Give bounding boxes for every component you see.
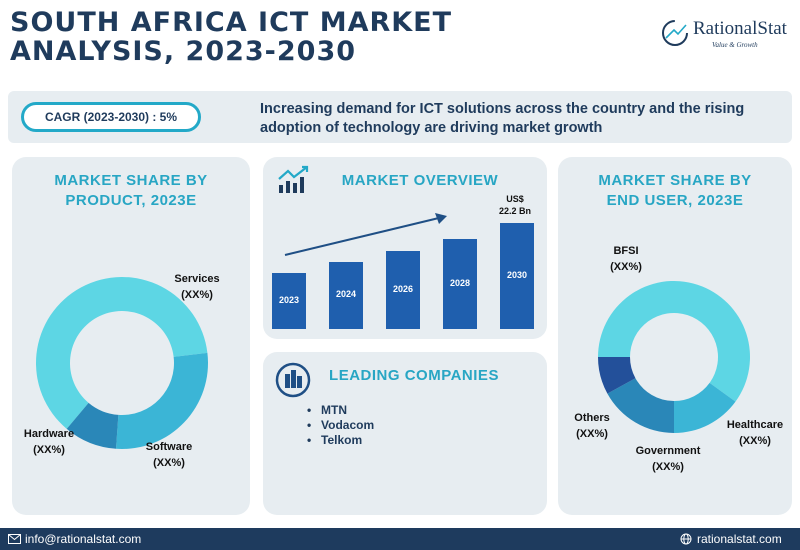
label-government: Government (XX%): [635, 445, 701, 473]
product-panel-title: MARKET SHARE BY PRODUCT, 2023E: [12, 171, 250, 211]
slice-government: [607, 378, 674, 433]
growth-chart-icon: [278, 165, 309, 193]
bar-2030: 2030: [500, 222, 534, 329]
footer-website[interactable]: rationalstat.com: [697, 532, 782, 546]
label-others: Others (XX%): [574, 412, 610, 440]
globe-icon: [680, 533, 692, 545]
summary-banner: CAGR (2023-2030) : 5% Increasing demand …: [8, 91, 792, 143]
slice-bfsi: [598, 280, 750, 402]
product-title-line-1: MARKET SHARE BY: [54, 172, 208, 189]
slice-healthcare: [674, 382, 736, 433]
label-services: Services (XX%): [174, 273, 220, 301]
bar-value-label: US$ 22.2 Bn: [498, 194, 531, 216]
page-title: SOUTH AFRICA ICT MARKET ANALYSIS, 2023-2…: [10, 8, 452, 66]
slice-others: [598, 357, 636, 394]
bar-year-label: 2024: [335, 289, 357, 300]
enduser-share-panel: MARKET SHARE BY END USER, 2023E BFSI (XX…: [558, 157, 792, 515]
cagr-badge: CAGR (2023-2030) : 5%: [21, 102, 201, 132]
label-bfsi: BFSI (XX%): [610, 245, 642, 273]
bar-2023: 2023: [272, 273, 306, 329]
product-donut-chart: [36, 277, 208, 449]
title-line-2: ANALYSIS, 2023-2030: [10, 36, 357, 67]
label-hardware: Hardware (XX%): [23, 428, 75, 456]
logo-tagline: Value & Growth: [712, 41, 758, 49]
label-software: Software (XX%): [145, 441, 193, 469]
bar-year-label: 2030: [506, 269, 528, 280]
footer: info@rationalstat.com rationalstat.com: [0, 528, 800, 550]
logo-name: RationalStat: [693, 18, 787, 39]
label-healthcare: Healthcare (XX%): [726, 419, 784, 447]
bar-2028: 2028: [443, 239, 477, 329]
product-share-panel: MARKET SHARE BY PRODUCT, 2023E Services …: [12, 157, 250, 515]
slice-hardware: [66, 402, 119, 449]
company-item: Vodacom: [307, 418, 374, 432]
title-line-1: SOUTH AFRICA ICT MARKET: [10, 7, 453, 38]
bar-2024: 2024: [329, 261, 363, 329]
enduser-panel-title: MARKET SHARE BY END USER, 2023E: [558, 171, 792, 211]
product-title-line-2: PRODUCT, 2023E: [65, 192, 197, 209]
rationalstat-logo: RationalStat Value & Growth: [660, 16, 795, 56]
overview-panel-title: MARKET OVERVIEW: [341, 172, 499, 189]
market-overview-panel: MARKET OVERVIEW US$ 22.2 Bn 2023 2024 2026…: [263, 157, 547, 339]
company-item: MTN: [307, 403, 347, 417]
email-icon: [8, 534, 21, 544]
banner-text: Increasing demand for ICT solutions acro…: [260, 101, 745, 136]
enduser-title-line-2: END USER, 2023E: [606, 192, 744, 209]
bar-year-label: 2028: [449, 278, 471, 289]
enduser-title-line-1: MARKET SHARE BY: [598, 172, 752, 189]
enduser-donut-chart: [598, 280, 750, 433]
slice-software: [116, 352, 208, 449]
companies-panel-title: LEADING COMPANIES: [329, 367, 499, 384]
bar-2026: 2026: [386, 250, 420, 329]
trend-arrow: [284, 213, 447, 256]
company-item: Telkom: [307, 433, 362, 447]
buildings-icon: [275, 362, 311, 398]
bar-year-label: 2026: [392, 283, 414, 294]
footer-email[interactable]: info@rationalstat.com: [25, 532, 142, 546]
logo-circle-icon: [662, 20, 688, 46]
bar-year-label: 2023: [278, 295, 300, 305]
slice-services: [36, 277, 208, 429]
leading-companies-panel: LEADING COMPANIES MTN Vodacom Telkom: [263, 352, 547, 515]
